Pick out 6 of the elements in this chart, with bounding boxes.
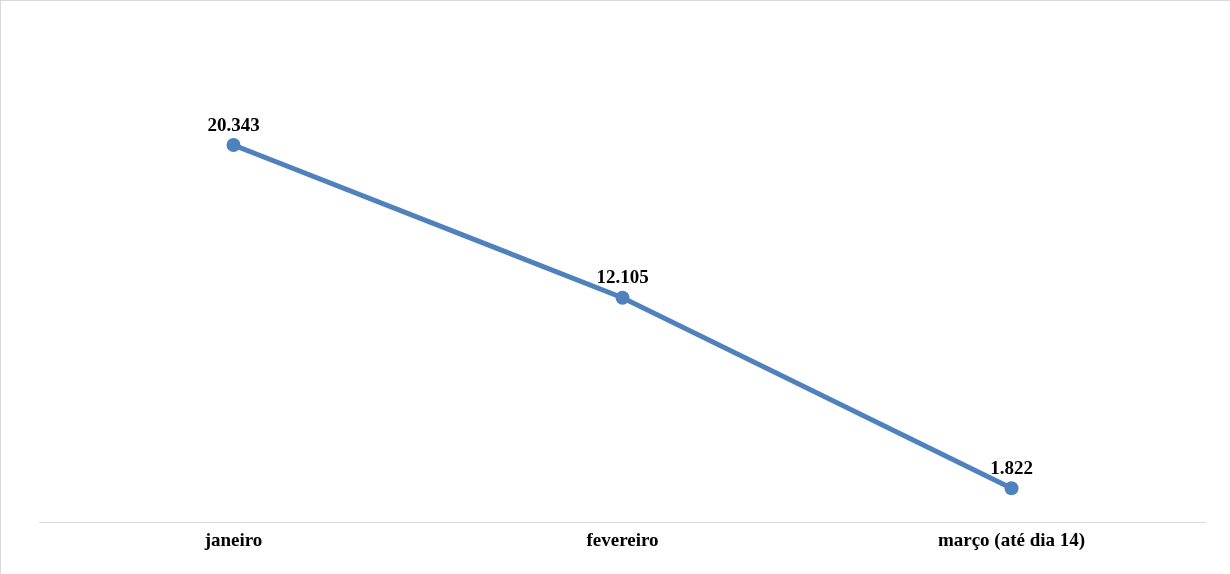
data-label: 12.105 [596, 266, 649, 288]
x-tick-label: janeiro [203, 528, 263, 550]
data-label: 1.822 [990, 456, 1033, 478]
x-tick-label: março (até dia 14) [937, 528, 1086, 551]
data-label: 20.343 [207, 113, 260, 135]
x-tick-label: fevereiro [586, 528, 659, 550]
